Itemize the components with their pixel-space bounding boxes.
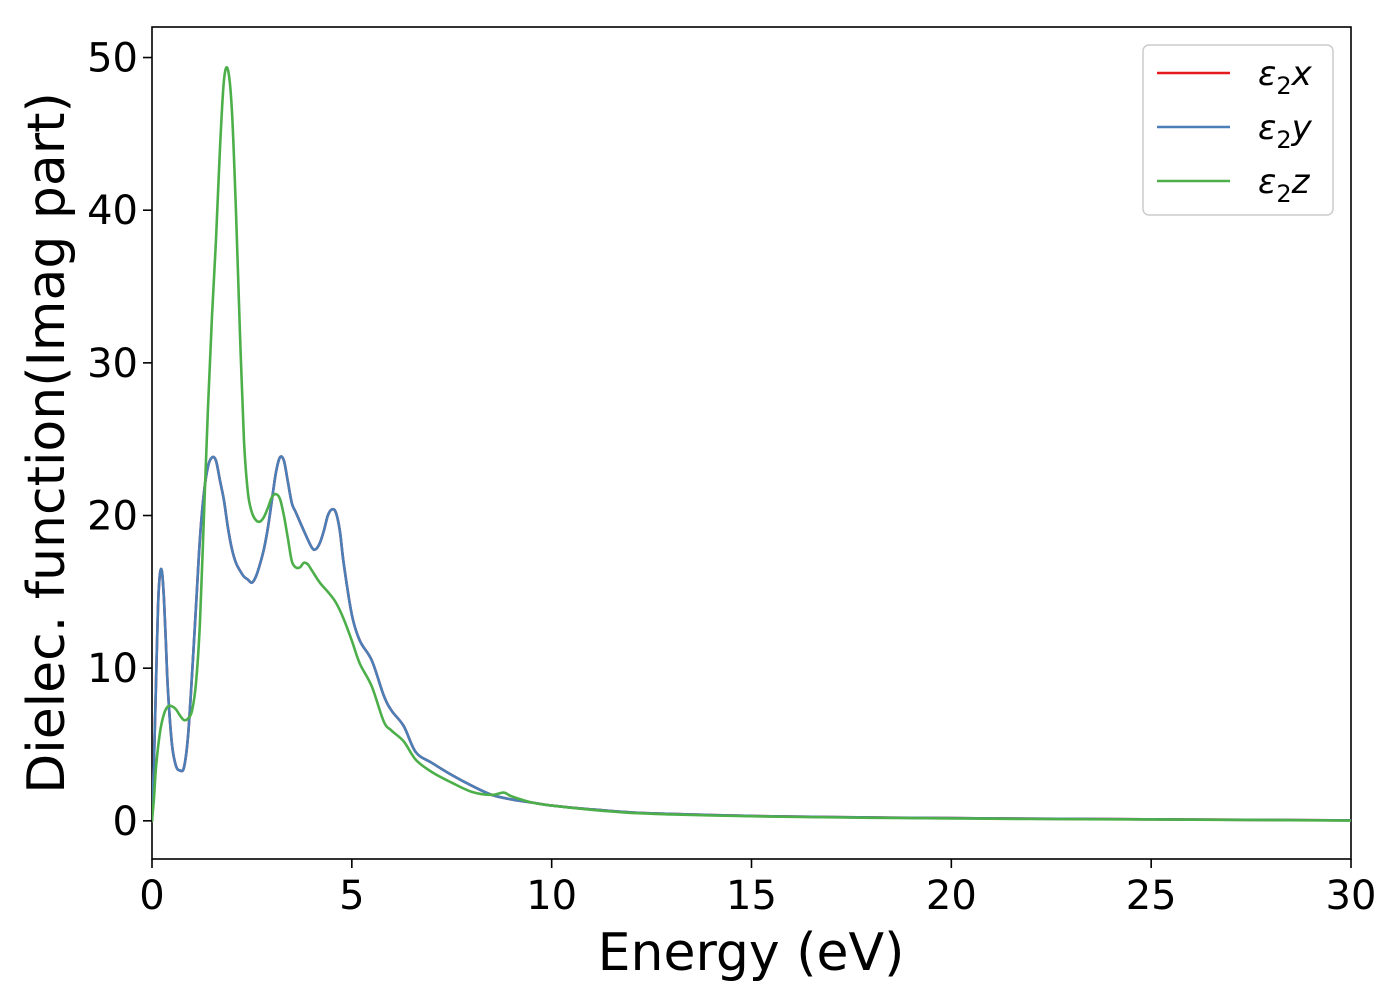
y-tick-label: 20 <box>87 494 138 540</box>
legend-label-x: ε2x <box>1258 54 1313 100</box>
x-axis-ticks: 0 5 10 15 20 25 30 <box>139 859 1376 919</box>
y-tick-label: 30 <box>87 341 138 387</box>
x-tick-label: 30 <box>1326 873 1377 919</box>
x-tick-label: 20 <box>926 873 977 919</box>
x-tick-label: 10 <box>526 873 577 919</box>
x-tick-label: 15 <box>726 873 777 919</box>
x-tick-label: 0 <box>139 873 164 919</box>
y-tick-label: 50 <box>87 36 138 82</box>
y-tick-label: 0 <box>113 799 138 845</box>
y-tick-label: 40 <box>87 188 138 234</box>
legend-label-z: ε2z <box>1258 162 1311 208</box>
legend: ε2x ε2y ε2z <box>1142 44 1334 216</box>
legend-label-y: ε2y <box>1258 108 1313 154</box>
x-axis-title: Energy (eV) <box>598 923 905 983</box>
y-axis-title: Dielec. function(Imag part) <box>17 92 77 794</box>
x-tick-label: 25 <box>1126 873 1177 919</box>
legend-box <box>1142 44 1334 216</box>
y-tick-label: 10 <box>87 646 138 692</box>
x-tick-label: 5 <box>339 873 364 919</box>
series-line-z <box>152 66 1351 823</box>
y-axis-ticks: 0 10 20 30 40 50 <box>87 36 152 845</box>
series-layer <box>152 66 1351 823</box>
